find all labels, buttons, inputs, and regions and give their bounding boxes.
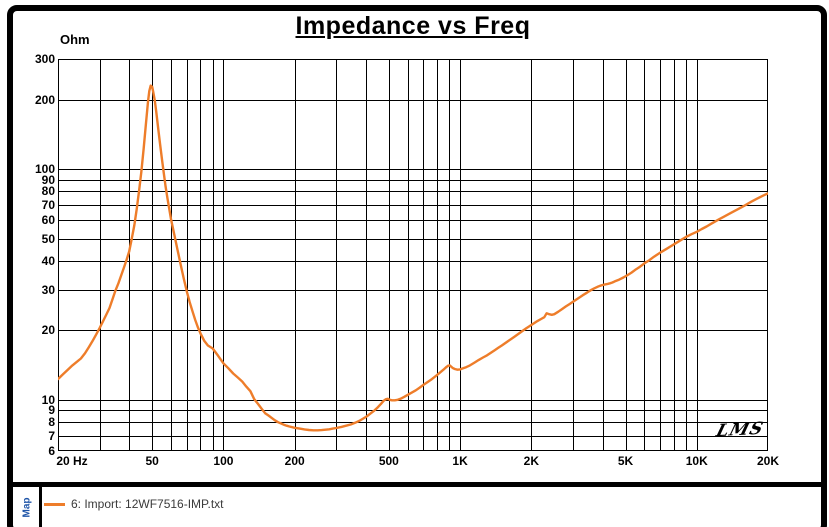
y-tick-90: 90 — [41, 172, 55, 187]
map-tab-label: Map — [21, 497, 32, 517]
y-tick-60: 60 — [41, 213, 55, 228]
y-tick-9: 9 — [48, 403, 55, 418]
impedance-plot — [58, 59, 768, 451]
y-tick-20: 20 — [41, 323, 55, 338]
legend-label: 6: Import: 12WF7516-IMP.txt — [71, 497, 224, 511]
y-tick-8: 8 — [48, 415, 55, 430]
y-tick-70: 70 — [41, 197, 55, 212]
x-tick-10K: 10K — [685, 454, 708, 468]
x-tick-100: 100 — [213, 454, 234, 468]
y-tick-30: 30 — [41, 282, 55, 297]
map-tab-divider — [39, 487, 42, 527]
y-tick-100: 100 — [34, 162, 55, 177]
y-tick-200: 200 — [34, 92, 55, 107]
x-tick-20K: 20K — [756, 454, 780, 468]
chart-title: Impedance vs Freq — [295, 12, 531, 40]
x-tick-1K: 1K — [452, 454, 468, 468]
map-tab[interactable]: Map — [13, 487, 40, 527]
y-tick-300: 300 — [34, 52, 55, 66]
impedance-curve — [58, 84, 768, 432]
x-tick-50: 50 — [145, 454, 159, 468]
window-border — [7, 5, 827, 527]
x-tick-20-Hz: 20 Hz — [56, 454, 88, 468]
x-tick-500: 500 — [378, 454, 399, 468]
x-tick-5K: 5K — [617, 454, 634, 468]
y-axis-unit-label: Ohm — [60, 32, 90, 47]
y-tick-80: 80 — [41, 184, 55, 199]
plot-border — [58, 59, 768, 451]
y-tick-40: 40 — [41, 253, 55, 268]
y-tick-10: 10 — [41, 392, 55, 407]
x-tick-2K: 2K — [523, 454, 539, 468]
grid-lines — [58, 59, 768, 451]
y-tick-6: 6 — [48, 444, 55, 458]
legend-color-swatch — [44, 502, 65, 506]
legend-separator — [8, 482, 822, 487]
legend-item[interactable]: 6: Import: 12WF7516-IMP.txt — [44, 495, 224, 513]
y-tick-50: 50 — [41, 231, 55, 246]
y-tick-7: 7 — [48, 428, 55, 443]
lms-signature: LMS — [713, 418, 767, 442]
x-tick-200: 200 — [284, 454, 305, 468]
